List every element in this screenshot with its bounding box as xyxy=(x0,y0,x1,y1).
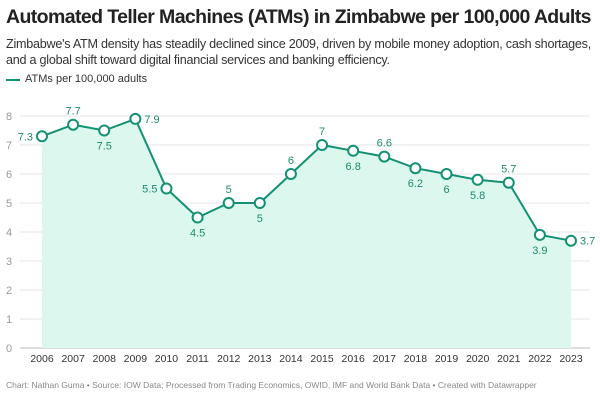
legend-swatch xyxy=(6,78,20,81)
x-tick-label: 2021 xyxy=(497,353,521,365)
data-point xyxy=(378,150,391,163)
data-label: 5.5 xyxy=(142,184,157,196)
data-point xyxy=(409,162,422,175)
data-label: 3.7 xyxy=(580,236,595,248)
x-tick-label: 2010 xyxy=(155,353,179,365)
x-tick-label: 2006 xyxy=(30,353,54,365)
data-label: 4.5 xyxy=(190,228,205,240)
data-label: 6 xyxy=(443,184,449,196)
data-point xyxy=(533,228,546,241)
data-label: 6.8 xyxy=(346,161,361,173)
legend: ATMs per 100,000 adults xyxy=(6,73,598,86)
y-tick-label: 7 xyxy=(6,140,12,152)
x-tick-label: 2023 xyxy=(559,353,583,365)
data-point xyxy=(222,197,235,209)
data-point xyxy=(98,124,111,137)
x-tick-label: 2017 xyxy=(373,353,397,365)
data-label: 5.8 xyxy=(470,190,485,202)
x-tick-label: 2022 xyxy=(528,353,552,365)
data-point xyxy=(160,182,173,195)
data-point xyxy=(347,144,360,157)
data-label: 5 xyxy=(257,213,263,225)
y-tick-label: 2 xyxy=(6,285,12,297)
data-point xyxy=(565,234,577,247)
y-tick-label: 0 xyxy=(6,343,12,355)
y-tick-label: 6 xyxy=(6,169,12,181)
data-label: 7.5 xyxy=(97,141,112,153)
data-label: 6.2 xyxy=(408,178,423,190)
data-label: 7.9 xyxy=(144,114,159,126)
data-point xyxy=(471,173,484,186)
x-tick-label: 2019 xyxy=(435,353,459,365)
data-label: 7.3 xyxy=(18,131,33,143)
x-tick-label: 2016 xyxy=(341,353,365,365)
y-tick-label: 8 xyxy=(6,111,12,123)
x-tick-label: 2014 xyxy=(279,353,303,365)
data-point xyxy=(129,112,142,125)
x-tick-label: 2012 xyxy=(217,353,241,365)
data-point xyxy=(36,130,48,143)
area-fill xyxy=(42,118,571,349)
x-tick-label: 2013 xyxy=(248,353,272,365)
data-point xyxy=(440,168,453,180)
data-label: 3.9 xyxy=(532,245,547,257)
data-label: 6.6 xyxy=(377,138,392,150)
data-point xyxy=(253,197,266,209)
x-tick-label: 2009 xyxy=(124,353,148,365)
data-point xyxy=(502,176,515,189)
footer-credits: Chart: Nathan Guma • Source: IOW Data; P… xyxy=(6,380,537,390)
y-tick-label: 5 xyxy=(6,198,12,210)
x-tick-label: 2018 xyxy=(404,353,428,365)
chart-title: Automated Teller Machines (ATMs) in Zimb… xyxy=(6,6,591,28)
x-tick-label: 2007 xyxy=(61,353,85,365)
y-tick-label: 1 xyxy=(6,314,12,326)
legend-label: ATMs per 100,000 adults xyxy=(25,73,148,85)
data-point xyxy=(191,211,204,224)
chart-header: Automated Teller Machines (ATMs) in Zimb… xyxy=(6,6,598,86)
data-label: 5.7 xyxy=(501,164,516,176)
data-label: 5 xyxy=(226,184,232,196)
x-tick-label: 2015 xyxy=(310,353,334,365)
y-tick-label: 3 xyxy=(6,256,12,268)
x-tick-label: 2011 xyxy=(186,353,209,365)
data-point xyxy=(284,168,297,180)
data-point xyxy=(67,118,80,131)
data-label: 6 xyxy=(288,155,294,167)
y-tick-label: 4 xyxy=(6,227,12,239)
x-tick-label: 2020 xyxy=(466,353,490,365)
x-tick-label: 2008 xyxy=(93,353,117,365)
data-label: 7 xyxy=(319,126,325,138)
data-label: 7.7 xyxy=(65,106,80,118)
data-point xyxy=(316,139,329,151)
chart-subtitle: Zimbabwe's ATM density has steadily decl… xyxy=(6,37,591,67)
